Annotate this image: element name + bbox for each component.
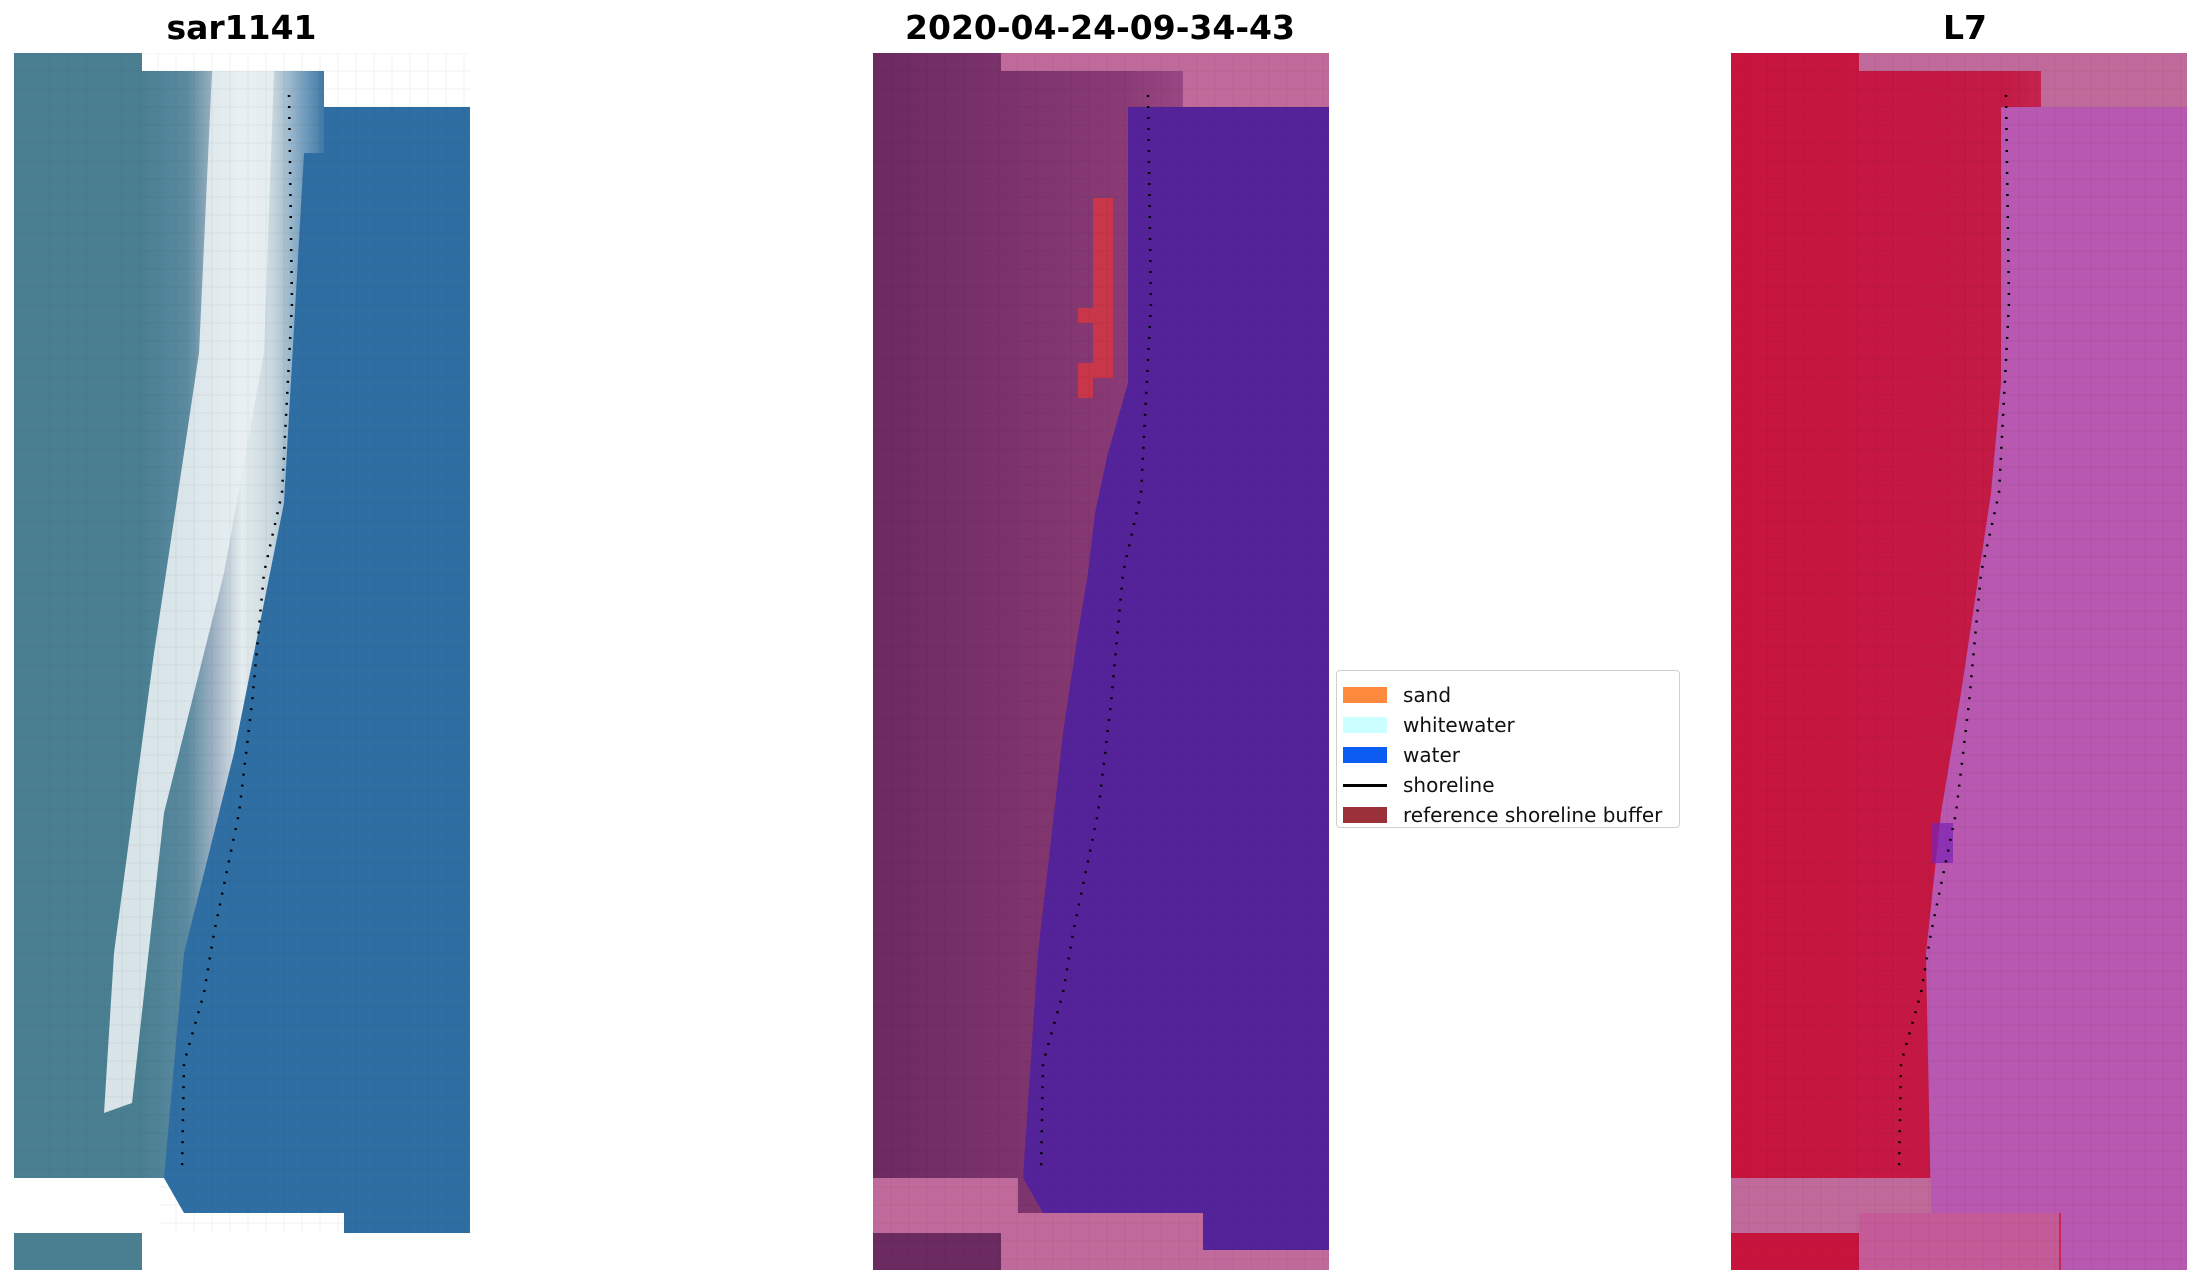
legend: sand whitewater water shoreline referenc…	[1336, 670, 1680, 828]
classified-image-panel	[873, 53, 1329, 1270]
legend-item-shoreline: shoreline	[1343, 773, 1495, 797]
legend-item-sand: sand	[1343, 683, 1451, 707]
legend-swatch-sand	[1343, 687, 1387, 703]
index-image-panel	[1731, 53, 2187, 1270]
legend-item-whitewater: whitewater	[1343, 713, 1515, 737]
panel-title-ndwi: L7	[1943, 8, 1987, 47]
legend-swatch-whitewater	[1343, 717, 1387, 733]
legend-label-whitewater: whitewater	[1403, 713, 1515, 737]
panel-title-classified: 2020-04-24-09-34-43	[905, 8, 1295, 47]
rgb-image-panel	[14, 53, 470, 1270]
legend-item-water: water	[1343, 743, 1460, 767]
legend-item-reference-buffer: reference shoreline buffer	[1343, 803, 1662, 827]
legend-label-sand: sand	[1403, 683, 1452, 707]
panel-title-rgb: sar1141	[166, 8, 317, 47]
legend-label-reference-buffer: reference shoreline buffer	[1403, 803, 1663, 827]
legend-swatch-water	[1343, 747, 1387, 763]
legend-label-water: water	[1403, 743, 1460, 767]
legend-label-shoreline: shoreline	[1403, 773, 1495, 797]
legend-swatch-reference-buffer	[1343, 807, 1387, 823]
legend-line-shoreline	[1343, 783, 1387, 787]
